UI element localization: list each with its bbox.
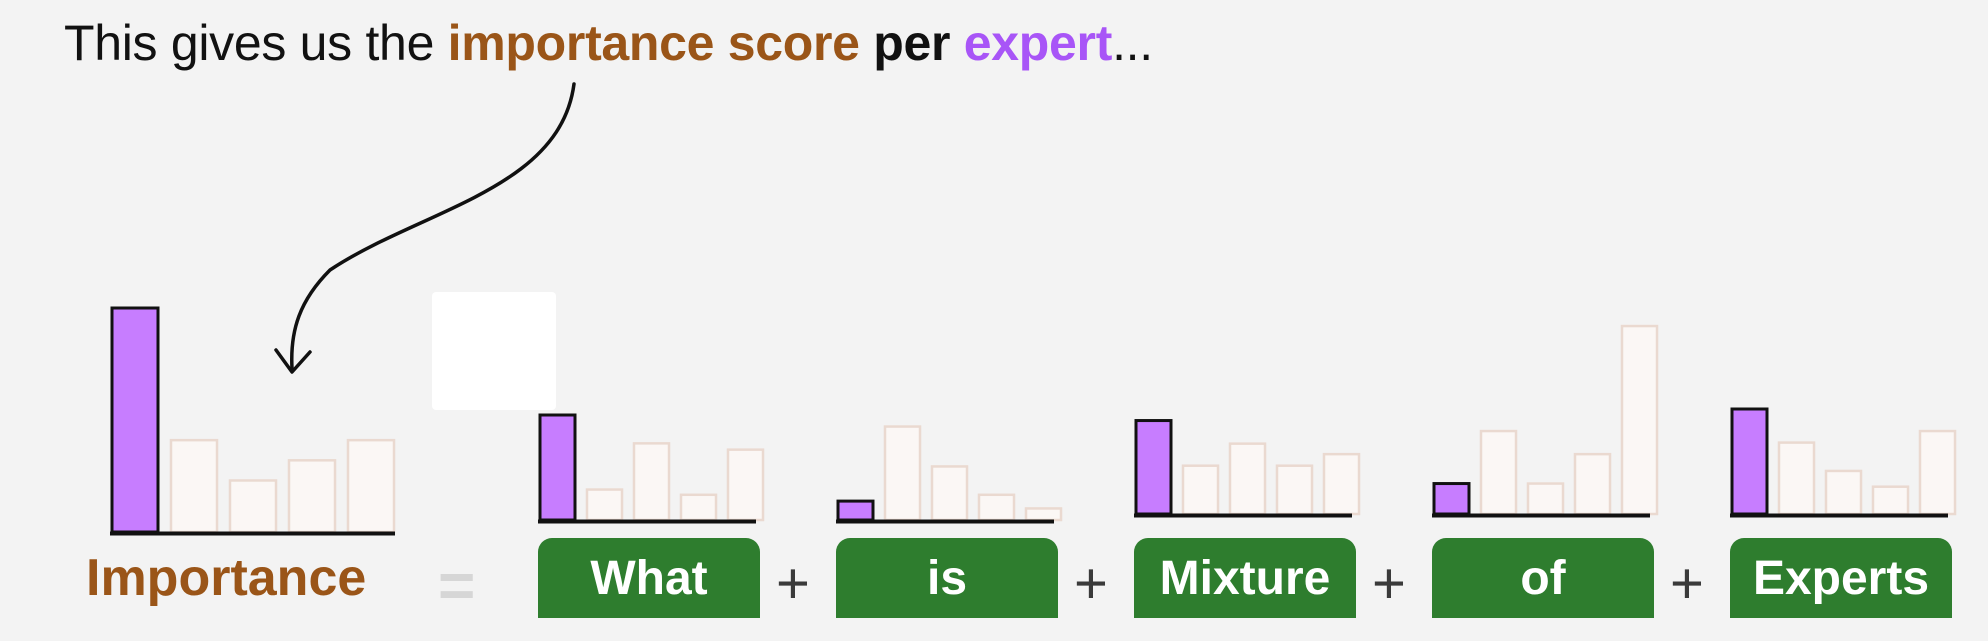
bar-experts-3 (1824, 469, 1863, 516)
token-mixture: Mixture (1134, 538, 1356, 618)
bar-of-2 (1479, 429, 1518, 516)
token-is: is (836, 538, 1058, 618)
bar-mixture-4 (1275, 464, 1314, 516)
bar-experts-4 (1871, 485, 1910, 516)
blank-patch (432, 292, 556, 410)
bar-of-3 (1526, 482, 1565, 516)
bar-is-4 (977, 493, 1016, 522)
bar-of-1 (1432, 482, 1471, 516)
bar-experts-2 (1777, 441, 1816, 516)
bar-group-importance (110, 306, 396, 536)
ellipsis: ... (1112, 15, 1153, 71)
bar-what-3 (632, 442, 671, 522)
bar-experts-5 (1918, 429, 1957, 516)
bar-importance-1 (110, 306, 160, 534)
bar-group-experts (1730, 407, 1957, 518)
plus-sign: + (1372, 551, 1406, 616)
bar-mixture-3 (1228, 442, 1267, 516)
bar-mixture-5 (1322, 452, 1361, 516)
bar-is-5 (1024, 507, 1063, 522)
bar-group-of (1432, 324, 1659, 518)
bar-importance-3 (228, 479, 278, 534)
bar-group-mixture (1134, 419, 1361, 518)
bar-group-what (538, 413, 765, 524)
importance-label: Importance (86, 549, 367, 607)
headline: This gives us the importance score per e… (64, 14, 1153, 72)
bar-what-5 (726, 448, 765, 522)
bar-is-3 (930, 465, 969, 522)
bar-experts-1 (1730, 407, 1769, 516)
headline-text: This gives us the (64, 15, 448, 71)
bar-group-is (836, 425, 1063, 524)
bar-what-1 (538, 413, 577, 522)
bar-what-2 (585, 488, 624, 522)
bar-mixture-1 (1134, 419, 1173, 516)
bar-importance-2 (169, 438, 219, 534)
bar-what-4 (679, 493, 718, 522)
bar-is-1 (836, 499, 875, 522)
bar-of-5 (1620, 324, 1659, 516)
token-experts: Experts (1730, 538, 1952, 618)
bar-of-4 (1573, 452, 1612, 516)
bar-importance-5 (346, 438, 396, 534)
token-of: of (1432, 538, 1654, 618)
importance-score-phrase: importance score (447, 15, 860, 71)
token-what: What (538, 538, 760, 618)
plus-sign: + (1074, 551, 1108, 616)
plus-sign: + (1670, 551, 1704, 616)
per-word: per (859, 15, 964, 71)
bar-mixture-2 (1181, 464, 1220, 516)
equals-sign: = (438, 549, 476, 621)
expert-word: expert (963, 15, 1113, 71)
bar-is-2 (883, 425, 922, 522)
bar-importance-4 (287, 459, 337, 534)
plus-sign: + (776, 551, 810, 616)
